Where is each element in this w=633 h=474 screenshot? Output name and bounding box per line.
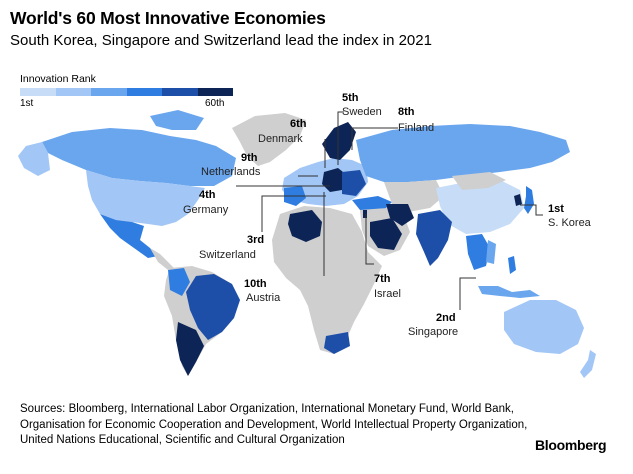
new-zealand-shape [580,350,596,378]
callout-country-sweden: Sweden [342,106,382,118]
legend-swatch-6 [197,88,233,96]
legend-max-label: 60th [205,98,225,109]
callout-country-netherlands: Netherlands [201,166,261,178]
legend-min-label: 1st [20,98,34,109]
iran-shape [386,204,414,226]
callout-country-israel: Israel [374,288,401,300]
leader-line-switzerland [261,195,326,232]
mexico-shape [100,214,158,258]
saudi-arabia-shape [370,218,402,250]
russia-shape [356,124,570,182]
callout-country-switzerland: Switzerland [199,249,256,261]
legend-swatch-4 [126,88,162,96]
scandinavia-shape [322,122,356,160]
arctic-islands-shape [150,110,204,130]
canada-shape [42,128,236,186]
callout-country-finland: Finland [398,122,434,134]
central-america-shape [150,248,174,270]
callout-rank-sweden: 5th [342,92,359,104]
leader-line-finland [351,127,398,150]
leader-line-sweden [337,111,344,165]
india-shape [416,210,452,266]
callout-rank-singapore: 2nd [436,312,456,324]
callout-country-skorea: S. Korea [548,217,592,229]
vietnam-shape [486,240,496,264]
leader-line-singapore [459,277,476,310]
callout-rank-netherlands: 9th [241,152,258,164]
africa-shape [272,206,382,354]
callout-country-singapore: Singapore [408,326,458,338]
callout-country-denmark: Denmark [258,133,303,145]
turkey-shape [352,196,392,210]
callout-rank-denmark: 6th [290,118,307,130]
leader-line-israel [365,214,374,265]
philippines-shape [508,256,516,274]
callout-rank-israel: 7th [374,273,391,285]
sources-line-1: Sources: Bloomberg, International Labor … [20,403,514,415]
chart-subtitle: South Korea, Singapore and Switzerland l… [10,32,432,49]
argentina-chile-shape [176,322,204,376]
sources-note: Sources: Bloomberg, International Labor … [20,402,610,449]
australia-shape [504,300,584,354]
callout-country-austria: Austria [246,292,281,304]
legend-swatch-2 [55,88,91,96]
sources-line-2: Organisation for Economic Cooperation an… [20,418,528,431]
bloomberg-logo: Bloomberg [535,437,607,453]
legend-title: Innovation Rank [20,73,96,85]
egypt-shape [334,214,354,232]
algeria-shape [288,210,322,242]
colombia-shape [168,268,190,296]
sources-line-3: United Nations Educational, Scientific a… [20,434,345,446]
alaska-shape [18,142,50,176]
legend-swatch-1 [20,88,56,96]
callout-rank-austria: 10th [244,278,267,290]
eastern-europe-shape [342,170,366,196]
south-africa-shape [324,332,350,354]
brazil-shape [186,274,240,340]
korea-shape [514,194,522,206]
greenland-shape [232,113,306,166]
legend-color-scale [20,88,233,96]
leader-line-skorea [520,204,543,216]
china-shape [436,180,524,234]
chart-title: World's 60 Most Innovative Economies [10,8,326,28]
callout-country-germany: Germany [183,204,229,216]
mongolia-shape [452,172,506,190]
callout-rank-switzerland: 3rd [247,234,264,246]
callout-rank-skorea: 1st [548,203,564,215]
indonesia-shape [478,286,540,298]
callout-rank-finland: 8th [398,106,415,118]
southeast-asia-shape [466,234,490,270]
legend-swatch-5 [162,88,198,96]
japan-shape [524,186,534,214]
callout-rank-germany: 4th [199,189,216,201]
legend-swatch-3 [91,88,127,96]
usa-shape [86,170,205,226]
